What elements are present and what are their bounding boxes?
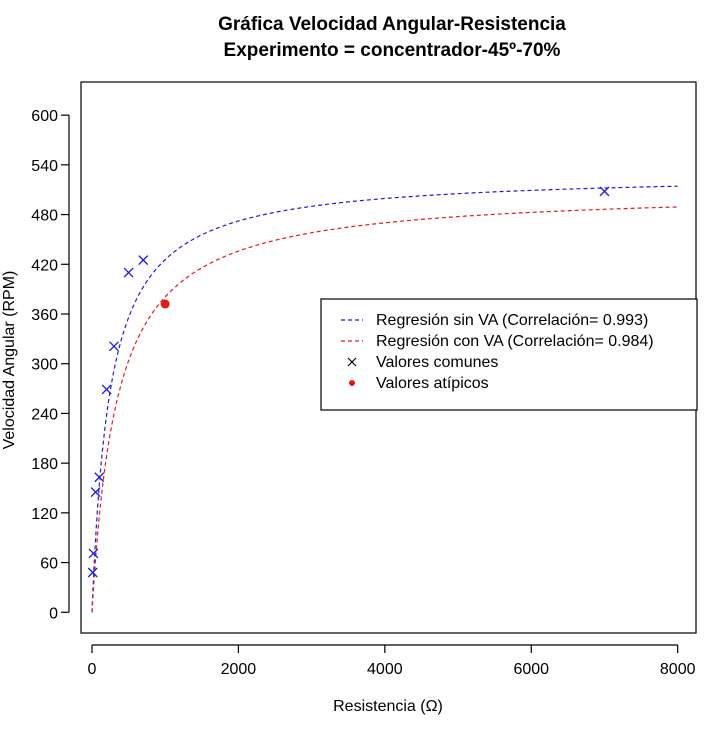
data-point-comun bbox=[87, 567, 98, 578]
y-tick-label: 600 bbox=[31, 108, 58, 125]
x-marker-stroke bbox=[88, 548, 99, 559]
data-point-comun bbox=[123, 267, 134, 278]
x-axis: 0 2000 4000 6000 8000 bbox=[88, 644, 696, 678]
x-tick-label: 4000 bbox=[367, 661, 403, 678]
y-tick-label: 540 bbox=[31, 158, 58, 175]
data-point-comun bbox=[88, 548, 99, 559]
legend-box bbox=[320, 298, 698, 411]
y-tick-label: 0 bbox=[49, 605, 58, 622]
x-marker-stroke bbox=[90, 487, 101, 498]
data-points bbox=[87, 186, 610, 578]
legend-label: Regresión con VA (Correlación= 0.984) bbox=[376, 333, 654, 350]
data-point-comun bbox=[101, 384, 112, 395]
chart-title: Gráfica Velocidad Angular-Resistencia bbox=[218, 14, 566, 35]
y-tick-label: 420 bbox=[31, 257, 58, 274]
x-tick-label: 0 bbox=[88, 661, 97, 678]
regression-curves bbox=[91, 185, 678, 613]
data-point-atipico bbox=[160, 299, 170, 309]
data-point-comun bbox=[108, 341, 119, 352]
x-tick-label: 2000 bbox=[221, 661, 257, 678]
y-axis: 0 60 120 180 240 300 360 420 480 540 600 bbox=[31, 108, 70, 622]
chart-subtitle: Experimento = concentrador-45º-70% bbox=[224, 40, 561, 61]
x-marker-stroke bbox=[138, 255, 149, 266]
y-tick-label: 240 bbox=[31, 406, 58, 423]
x-tick-label: 8000 bbox=[660, 661, 696, 678]
legend-x-symbol bbox=[347, 357, 357, 367]
x-marker-stroke bbox=[123, 267, 134, 278]
legend-label: Valores atípicos bbox=[376, 375, 489, 392]
legend: Regresión sin VA (Correlación= 0.993) Reg… bbox=[320, 298, 698, 411]
y-tick-label: 360 bbox=[31, 307, 58, 324]
x-axis-label: Resistencia (Ω) bbox=[333, 698, 443, 715]
data-point-comun bbox=[138, 255, 149, 266]
y-tick-label: 180 bbox=[31, 456, 58, 473]
x-marker-stroke bbox=[599, 186, 610, 197]
data-point-comun bbox=[90, 487, 101, 498]
legend-label: Valores comunes bbox=[376, 354, 498, 371]
y-axis-label: Velocidad Angular (RPM) bbox=[1, 271, 18, 450]
x-marker-stroke bbox=[101, 384, 112, 395]
x-marker-stroke bbox=[108, 341, 119, 352]
regression-curve-con-va bbox=[91, 206, 678, 613]
y-tick-label: 480 bbox=[31, 208, 58, 225]
legend-label: Regresión sin VA (Correlación= 0.993) bbox=[376, 312, 648, 329]
data-point-comun bbox=[94, 472, 105, 483]
legend-dot-symbol bbox=[349, 380, 355, 386]
data-point-comun bbox=[599, 186, 610, 197]
y-tick-label: 300 bbox=[31, 357, 58, 374]
x-marker-stroke bbox=[94, 472, 105, 483]
x-marker-stroke bbox=[87, 567, 98, 578]
y-tick-label: 120 bbox=[31, 506, 58, 523]
y-tick-label: 60 bbox=[40, 556, 58, 573]
x-tick-label: 6000 bbox=[513, 661, 549, 678]
